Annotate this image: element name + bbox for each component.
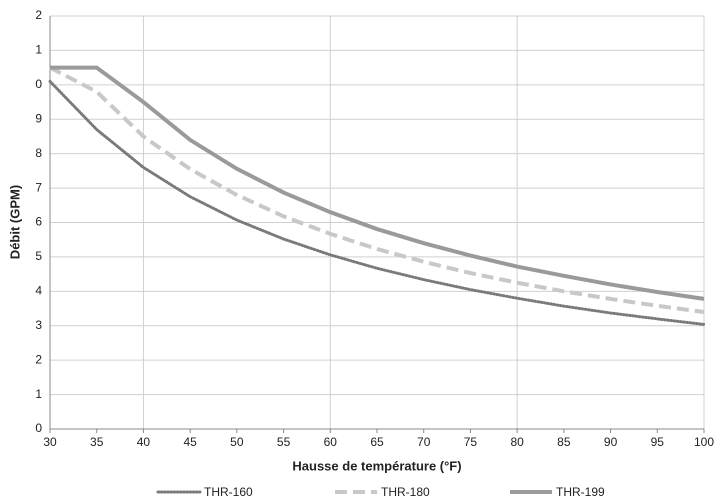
y-tick-label: 7 xyxy=(35,180,42,194)
y-axis-title: Débit (GPM) xyxy=(7,185,22,259)
y-tick-label: 2 xyxy=(35,8,42,22)
x-tick-label: 65 xyxy=(370,435,384,449)
x-tick-label: 95 xyxy=(651,435,665,449)
y-tick-label: 0 xyxy=(35,77,42,91)
y-tick-label: 4 xyxy=(35,284,42,298)
x-tick-label: 35 xyxy=(90,435,104,449)
x-tick-label: 70 xyxy=(417,435,431,449)
y-tick-label: 3 xyxy=(35,318,42,332)
line xyxy=(50,65,705,301)
x-tick-label: 55 xyxy=(277,435,291,449)
line xyxy=(48,79,706,326)
y-tick-label: 6 xyxy=(35,215,42,229)
y-tick-label: 1 xyxy=(35,43,42,57)
x-tick-label: 85 xyxy=(557,435,571,449)
y-tick-label: 1 xyxy=(35,387,42,401)
x-tick-label: 100 xyxy=(694,435,714,449)
y-tick-label: 9 xyxy=(35,111,42,125)
line xyxy=(49,65,705,314)
x-tick-label: 40 xyxy=(137,435,151,449)
x-axis-title: Hausse de température (°F) xyxy=(292,458,461,473)
y-tick-label: 2 xyxy=(35,352,42,366)
y-tick-label: 0 xyxy=(35,421,42,435)
y-tick-label: 8 xyxy=(35,146,42,160)
legend-label: THR-180 xyxy=(381,485,430,499)
x-tick-label: 80 xyxy=(510,435,524,449)
y-tick-label: 5 xyxy=(35,249,42,263)
legend-label: THR-160 xyxy=(204,485,253,499)
legend-label: THR-199 xyxy=(556,485,605,499)
x-tick-label: 30 xyxy=(43,435,57,449)
x-tick-label: 45 xyxy=(183,435,197,449)
x-tick-label: 50 xyxy=(230,435,244,449)
x-tick-label: 90 xyxy=(604,435,618,449)
x-tick-label: 75 xyxy=(464,435,478,449)
x-tick-label: 60 xyxy=(324,435,338,449)
